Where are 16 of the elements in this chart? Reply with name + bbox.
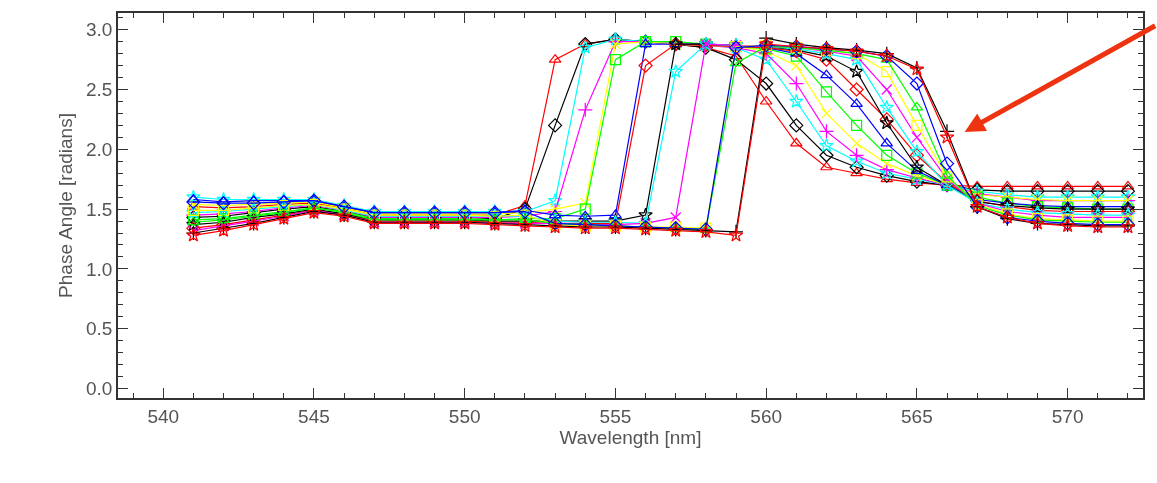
- y-tick-label: 3.0: [86, 19, 113, 41]
- y-tick-label: 0.5: [86, 318, 113, 340]
- x-tick-label: 550: [448, 405, 481, 427]
- x-tick-label: 555: [599, 405, 632, 427]
- y-axis-title: Phase Angle [radians]: [55, 113, 77, 298]
- x-tick-label: 565: [901, 405, 933, 427]
- x-tick-label: 540: [147, 405, 180, 427]
- x-tick-label: 560: [750, 405, 783, 427]
- x-tick-label: 570: [1051, 405, 1084, 427]
- y-tick-label: 1.5: [86, 198, 113, 220]
- y-tick-label: 1.0: [86, 258, 113, 280]
- y-tick-label: 2.5: [86, 79, 113, 101]
- y-tick-label: 0.0: [86, 378, 113, 400]
- y-tick-label: 2.0: [86, 138, 113, 160]
- x-axis-title: Wavelength [nm]: [559, 426, 702, 448]
- x-tick-label: 545: [298, 405, 330, 427]
